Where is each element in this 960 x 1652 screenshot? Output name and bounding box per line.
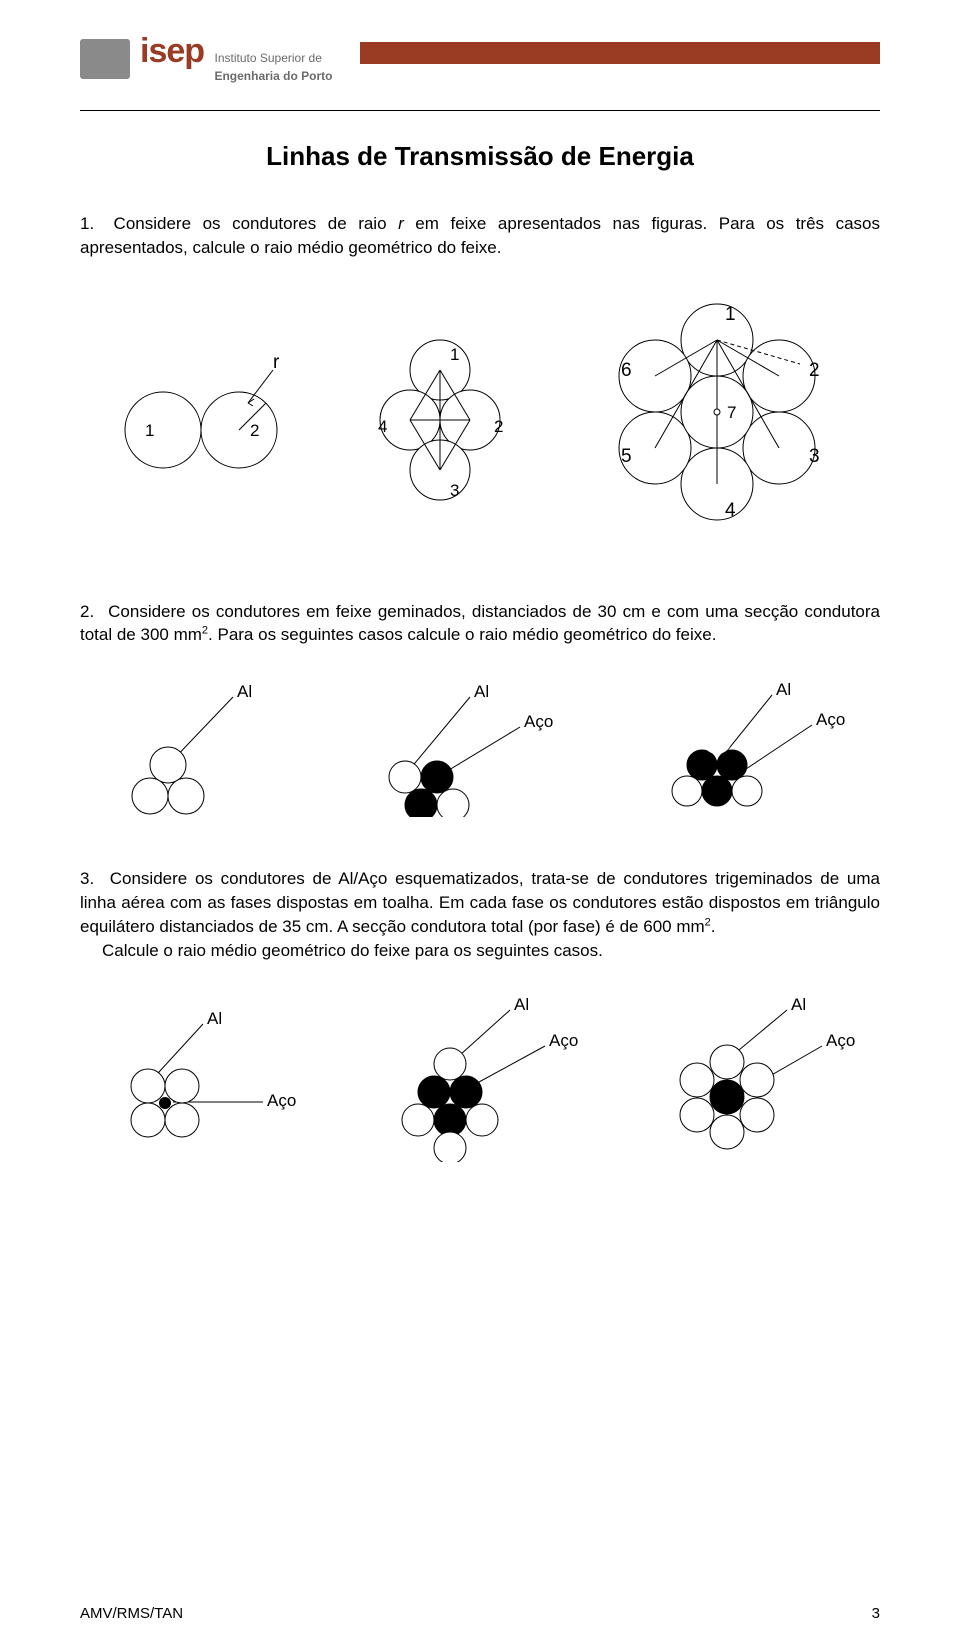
fig3-a: Al Aço: [93, 1002, 333, 1152]
footer-left: AMV/RMS/TAN: [80, 1605, 183, 1622]
fig3b-al: Al: [514, 995, 529, 1014]
divider: [80, 110, 880, 111]
brand-name: isep: [140, 32, 204, 70]
fig2b-al: Al: [474, 682, 489, 701]
figure-3-row: Al Aço Al Aço: [80, 992, 880, 1162]
fig2-a: Al: [103, 677, 303, 817]
footer-right: 3: [872, 1605, 880, 1622]
logo-block: isep Instituto Superior de Engenharia do…: [80, 34, 332, 84]
fig2a-al: Al: [237, 682, 252, 701]
fig1-four-circles: 1 2 3 4: [350, 320, 530, 520]
fig1c-label-2: 2: [809, 360, 820, 381]
fig1-r-label: r: [273, 352, 280, 373]
fig1-two-circles: r 1 2: [103, 340, 303, 500]
page-title: Linhas de Transmissão de Energia: [80, 141, 880, 172]
brand-sub2: Engenharia do Porto: [214, 69, 332, 83]
document-header: isep Instituto Superior de Engenharia do…: [80, 0, 880, 90]
q3-text2: .: [711, 917, 716, 936]
fig1b-label-2: 2: [494, 417, 503, 436]
q3-text3: Calcule o raio médio geométrico do feixe…: [102, 941, 603, 960]
fig2c-aco: Aço: [816, 710, 845, 729]
fig1c-label-5: 5: [621, 446, 632, 467]
q3-text: Considere os condutores de Al/Aço esquem…: [80, 869, 880, 936]
q3-number: 3.: [80, 867, 102, 891]
fig2-b: Al Aço: [350, 677, 580, 817]
fig1c-label-4: 4: [725, 500, 736, 521]
fig1b-label-4: 4: [378, 417, 387, 436]
q1-number: 1.: [80, 212, 102, 236]
fig1c-label-3: 3: [809, 446, 820, 467]
fig1c-label-7: 7: [727, 403, 736, 422]
question-3: 3. Considere os condutores de Al/Aço esq…: [80, 867, 880, 962]
fig3c-al: Al: [791, 995, 806, 1014]
q1-text-a: Considere os condutores de raio: [114, 214, 399, 233]
fig3-b: Al Aço: [360, 992, 600, 1162]
fig1-label-2: 2: [250, 421, 259, 440]
question-2: 2. Considere os condutores em feixe gemi…: [80, 600, 880, 648]
fig2b-aco: Aço: [524, 712, 553, 731]
logo-image-placeholder: [80, 39, 130, 79]
brand-sub1: Instituto Superior de: [215, 51, 322, 65]
fig1c-label-1: 1: [725, 304, 736, 325]
fig3c-aco: Aço: [826, 1031, 855, 1050]
fig1b-label-1: 1: [450, 345, 459, 364]
question-1: 1. Considere os condutores de raio r em …: [80, 212, 880, 260]
fig3-c: Al Aço: [627, 992, 867, 1162]
figure-2-row: Al Al Aço Al Aço: [80, 677, 880, 817]
page: isep Instituto Superior de Engenharia do…: [0, 0, 960, 1652]
fig2-c: Al Aço: [627, 677, 857, 817]
fig3a-al: Al: [207, 1009, 222, 1028]
logo-text: isep Instituto Superior de Engenharia do…: [140, 34, 332, 84]
fig1-label-1: 1: [145, 421, 154, 440]
fig3a-aco: Aço: [267, 1091, 296, 1110]
header-bar: [360, 42, 880, 64]
fig1-seven-circles: 1 2 3 4 5 6 7: [577, 290, 857, 550]
fig1c-label-6: 6: [621, 360, 632, 381]
fig1b-label-3: 3: [450, 481, 459, 500]
fig3b-aco: Aço: [549, 1031, 578, 1050]
fig2c-al: Al: [776, 680, 791, 699]
q2-number: 2.: [80, 600, 102, 624]
q2-text2: . Para os seguintes casos calcule o raio…: [208, 625, 716, 644]
figure-1-row: r 1 2 1 2 3 4: [80, 290, 880, 550]
